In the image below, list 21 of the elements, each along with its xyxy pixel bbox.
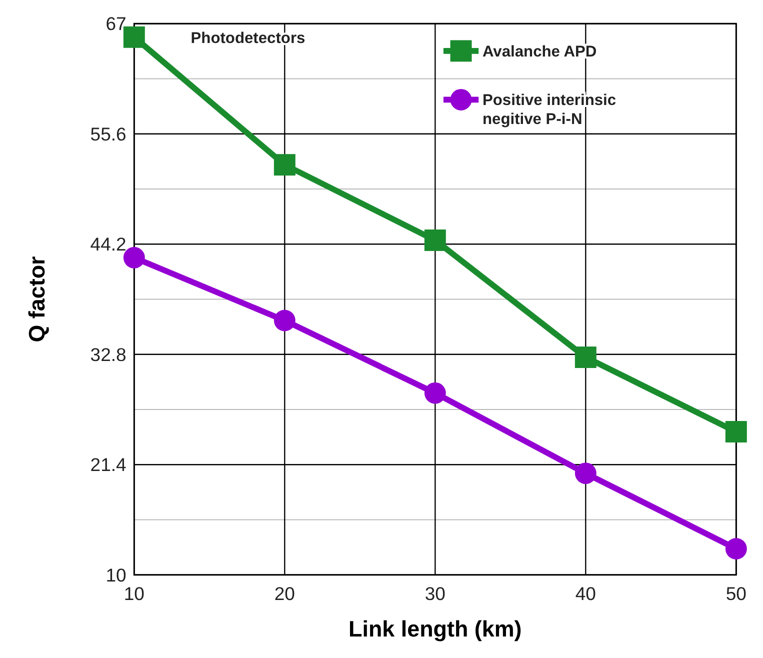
y-tick-label: 10 xyxy=(106,564,126,586)
point xyxy=(574,462,596,484)
y-tick-label: 32.8 xyxy=(90,344,126,365)
point xyxy=(725,421,747,442)
x-tick-label: 20 xyxy=(274,583,295,604)
point xyxy=(424,382,446,404)
point xyxy=(574,346,596,368)
y-tick-label: 21.4 xyxy=(90,454,126,476)
x-axis-title: Link length (km) xyxy=(348,616,522,642)
y-tick-label: 55.6 xyxy=(90,123,126,144)
y-tick-label: 67 xyxy=(106,13,126,34)
y-tick-label: 44.2 xyxy=(90,234,126,255)
x-tick-label: 40 xyxy=(575,583,596,604)
point xyxy=(274,154,296,176)
x-tick-label: 30 xyxy=(424,583,446,604)
y-axis-title: Q factor xyxy=(24,256,50,342)
point xyxy=(274,310,296,332)
point xyxy=(725,538,747,560)
point xyxy=(424,230,446,251)
x-tick-label: 10 xyxy=(124,583,144,604)
x-tick-label: 50 xyxy=(726,583,746,604)
